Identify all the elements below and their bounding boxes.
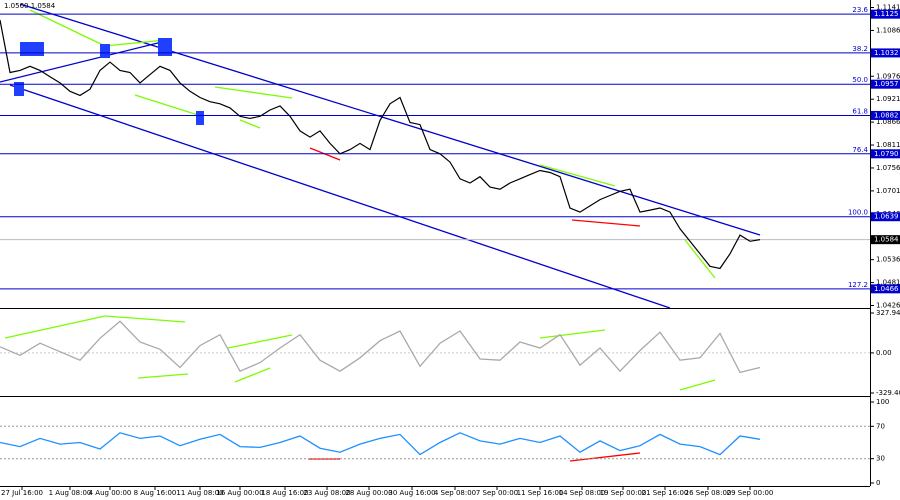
level-box [871,9,900,19]
fib-label: 127.2 [848,281,868,289]
x-tick-label: 11 Sep 16:00 [517,489,564,497]
series-line [0,320,761,374]
y-tick-label: 1.0426 [876,301,900,309]
level-label: 1.0466 [874,285,899,293]
y-tick-label: 0 [876,479,880,487]
x-tick-label: 8 Aug 16:00 [134,489,177,497]
y-tick-label: 1.0811 [876,141,900,149]
x-tick-label: 26 Sep 08:00 [685,489,732,497]
y-tick-label: 1.0701 [876,187,900,195]
y-tick-label: 1.0921 [876,95,900,103]
level-label: 1.0957 [874,80,899,88]
divergence-lines [4,9,716,391]
y-tick-label: 1.0756 [876,164,900,172]
y-tick-label: 1.0536 [876,256,900,264]
y-tick-label: 1.1141 [876,4,900,12]
current-price-label: 1.0584 [874,236,899,244]
level-label: 1.0882 [874,111,899,119]
y-tick-label: 30 [876,455,885,463]
level-box [871,212,900,222]
current-price-box [871,235,900,245]
level-label: 1.0639 [874,213,899,221]
fib-label: 38.2 [852,45,868,53]
x-tick-label: 30 Aug 16:00 [388,489,435,497]
x-tick-label: 21 Sep 16:00 [642,489,689,497]
fib-label: 100.0 [848,209,868,217]
y-tick-label: 327.9475 [876,309,900,317]
level-box [871,110,900,120]
level-label: 1.1032 [874,49,899,57]
y-tick-label: 1.0481 [876,279,900,287]
x-tick-label: 11 Aug 08:00 [176,489,223,497]
x-tick-label: 1 Aug 08:00 [49,489,92,497]
level-label: 1.0790 [874,150,899,158]
x-tick-label: 7 Sep 00:00 [476,489,518,497]
header: 1.0560 1.0584 [4,2,56,10]
x-tick-label: 16 Aug 00:00 [216,489,263,497]
fib-label: 76.4 [852,146,868,154]
fib-label: 50.0 [852,76,868,84]
y-tick-label: 1.0976 [876,72,900,80]
x-tick-label: 29 Sep 00:00 [727,489,774,497]
level-box [871,284,900,294]
level-label: 1.1125 [874,10,899,18]
y-tick-label: 1.1086 [876,26,900,34]
fib-label: 61.8 [852,107,868,115]
level-box [871,79,900,89]
x-tick-label: 27 Jul 16:00 [1,489,43,497]
x-tick-label: 14 Sep 08:00 [559,489,606,497]
channel-lower [9,84,671,309]
series-line [0,432,761,456]
x-tick-label: 19 Sep 00:00 [600,489,647,497]
channel-mid [0,39,171,83]
y-tick-label: 0.00 [876,349,892,357]
x-tick-label: 18 Aug 16:00 [261,489,308,497]
level-box [871,149,900,159]
level-box [871,48,900,58]
fib-label: 23.6 [852,6,868,14]
x-tick-label: 4 Sep 08:00 [434,489,476,497]
x-tick-label: 4 Aug 00:00 [89,489,132,497]
y-tick-label: 1.0866 [876,118,900,126]
y-tick-label: -329.4035 [876,389,900,397]
y-tick-label: 100 [876,398,889,406]
x-tick-label: 28 Aug 00:00 [345,489,392,497]
x-tick-label: 23 Aug 08:00 [303,489,350,497]
y-tick-label: 70 [876,422,885,430]
series-line [0,19,761,270]
